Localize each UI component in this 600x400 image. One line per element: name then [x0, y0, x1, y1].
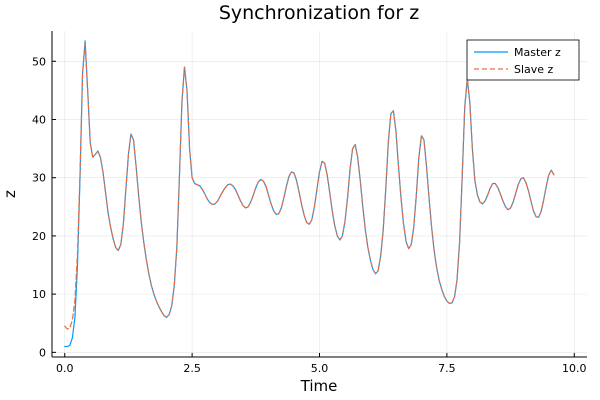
legend: Master z Slave z — [466, 39, 580, 81]
x-tick-label: 5.0 — [311, 362, 329, 375]
y-tick-label: 50 — [32, 55, 46, 68]
x-tick-label: 7.5 — [438, 362, 456, 375]
legend-box — [466, 39, 580, 81]
y-tick-label: 10 — [32, 288, 46, 301]
x-tick-label: 0.0 — [56, 362, 74, 375]
series-lines — [64, 40, 555, 348]
y-axis-label: z — [1, 190, 19, 198]
x-tick-label: 2.5 — [183, 362, 201, 375]
legend-label-slave: Slave z — [514, 63, 554, 76]
y-ticks: 0 10 20 30 40 50 — [32, 55, 56, 359]
x-axis-label: Time — [300, 377, 338, 395]
y-tick-label: 0 — [39, 346, 46, 359]
legend-label-master: Master z — [514, 46, 561, 59]
y-tick-label: 20 — [32, 230, 46, 243]
x-tick-label: 10.0 — [562, 362, 587, 375]
y-tick-label: 30 — [32, 172, 46, 185]
x-ticks: 0.0 2.5 5.0 7.5 10.0 — [56, 353, 587, 375]
chart-title: Synchronization for z — [219, 2, 419, 24]
series-line-slave-z — [64, 43, 555, 330]
y-tick-label: 40 — [32, 113, 46, 126]
